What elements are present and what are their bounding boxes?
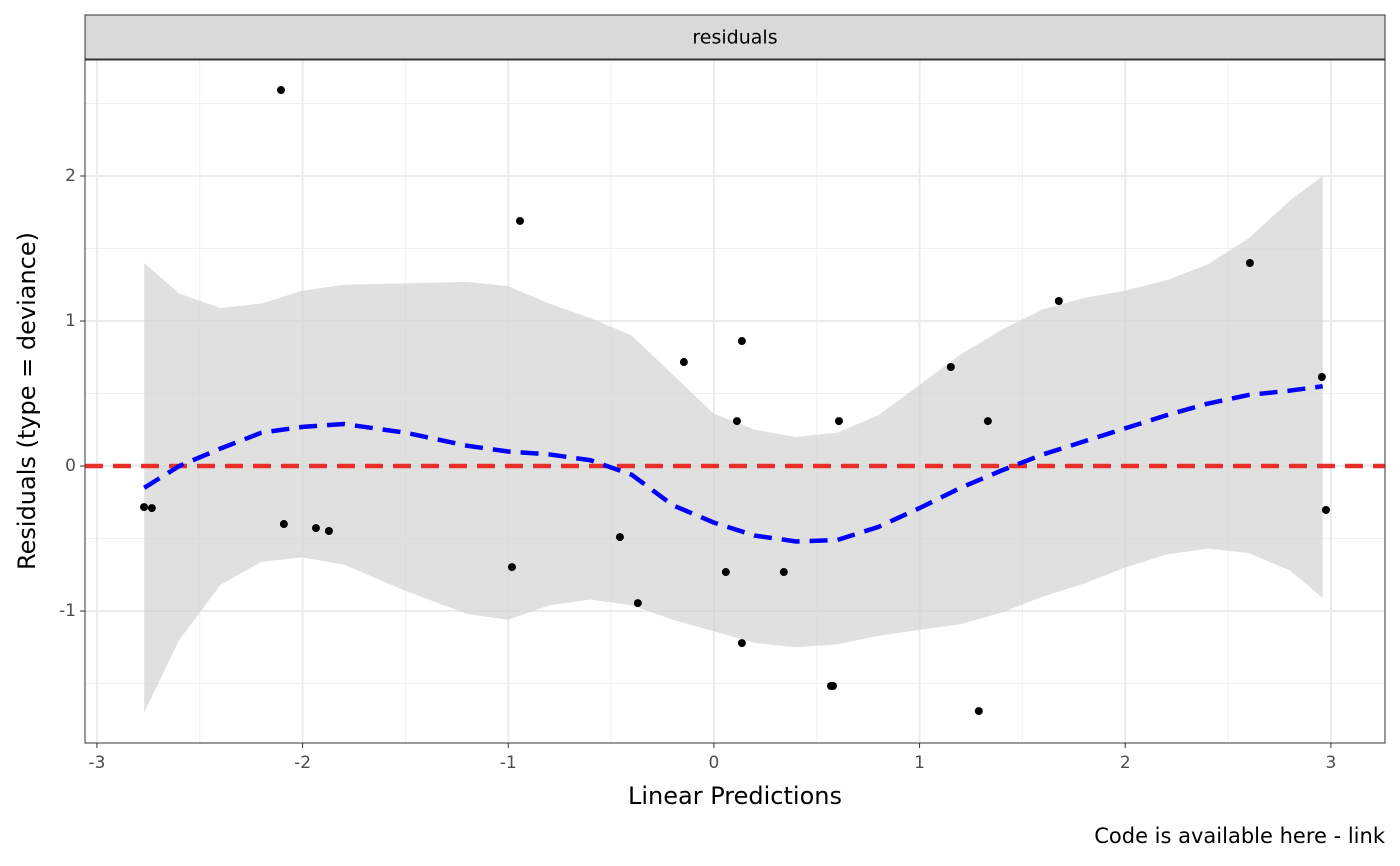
panel-border	[84, 59, 1386, 744]
point	[828, 682, 837, 691]
point	[1317, 372, 1326, 381]
strip-label: residuals	[692, 27, 777, 49]
y-tick-label: 1	[65, 311, 76, 331]
point	[946, 362, 955, 371]
x-tick-label: -1	[500, 753, 517, 773]
x-tick-label: 2	[1120, 753, 1131, 773]
point	[679, 358, 688, 367]
point	[615, 533, 624, 542]
point	[515, 216, 524, 225]
point	[721, 568, 730, 577]
caption: Code is available here - link	[1094, 824, 1386, 848]
point	[983, 417, 992, 426]
strip	[84, 14, 1386, 60]
confidence-ribbon	[144, 176, 1323, 713]
point	[276, 86, 285, 95]
x-tick-label: -3	[88, 753, 105, 773]
smooth-line	[143, 384, 1323, 544]
point	[633, 599, 642, 608]
point	[279, 520, 288, 529]
point	[737, 337, 746, 346]
point	[140, 503, 149, 512]
y-tick-label: -1	[59, 601, 76, 621]
point	[1321, 505, 1330, 514]
point	[507, 563, 516, 572]
point	[1054, 297, 1063, 306]
x-tick-label: 0	[709, 753, 720, 773]
y-tick-label: 0	[65, 456, 76, 476]
point	[779, 568, 788, 577]
y-axis-title: Residuals (type = deviance)	[13, 232, 41, 570]
point	[324, 526, 333, 535]
point	[974, 707, 983, 716]
point	[147, 504, 156, 513]
x-tick-label: 3	[1325, 753, 1336, 773]
x-axis-title: Linear Predictions	[628, 782, 842, 810]
point	[834, 417, 843, 426]
point	[311, 524, 320, 533]
point	[737, 639, 746, 648]
point	[732, 417, 741, 426]
point	[1245, 259, 1254, 268]
y-tick-label: 2	[65, 166, 76, 186]
x-tick-label: -2	[294, 753, 311, 773]
x-tick-label: 1	[914, 753, 925, 773]
